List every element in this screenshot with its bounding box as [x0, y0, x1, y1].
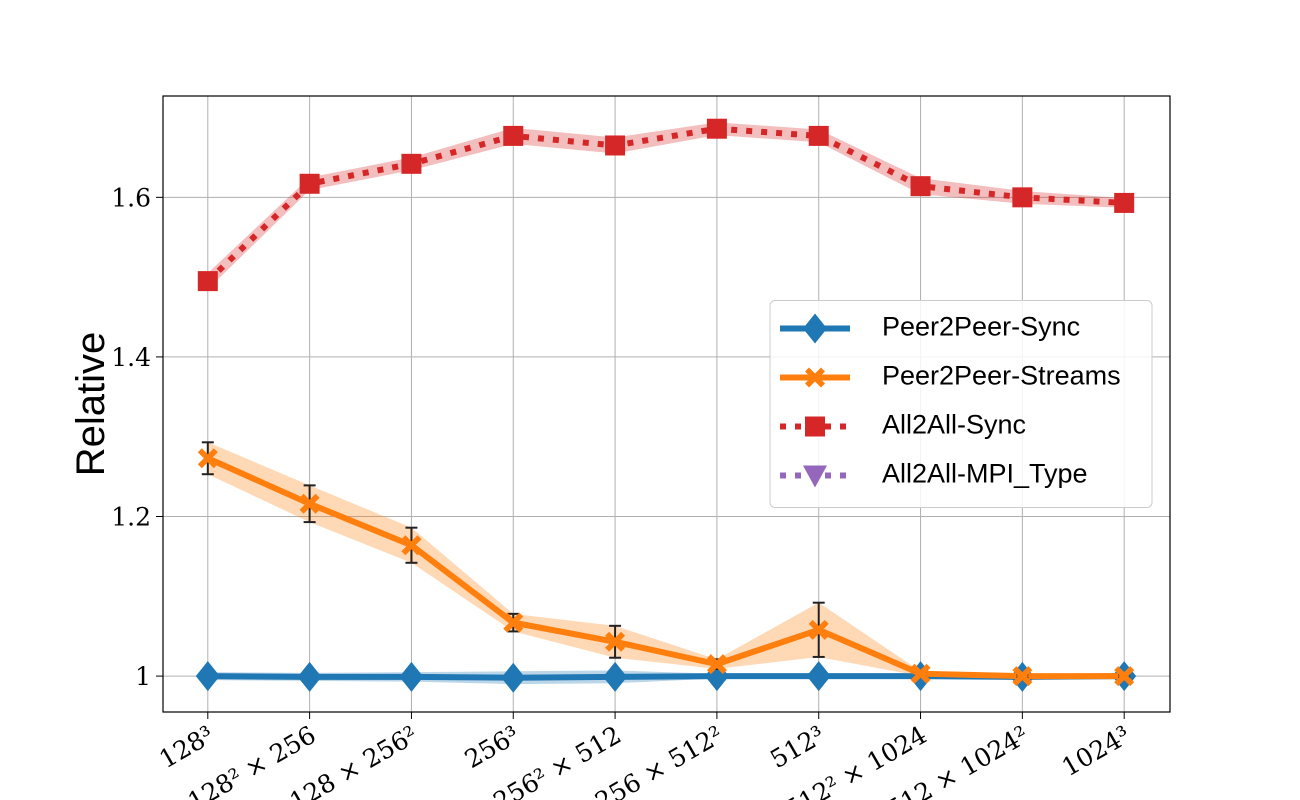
y-tick-label: 1.4 — [111, 343, 151, 372]
series-line — [206, 455, 1125, 680]
legend-label: Peer2Peer-Sync — [882, 312, 1080, 342]
marker — [803, 313, 827, 344]
marker — [603, 661, 628, 692]
marker — [1012, 187, 1033, 208]
marker — [805, 416, 825, 437]
x-tick-label: 256³ — [460, 720, 525, 774]
x-tick-label: 1024³ — [1057, 720, 1135, 782]
marker — [1114, 666, 1135, 687]
y-tick-label: 1.6 — [111, 183, 151, 212]
legend: Peer2Peer-Sync Peer2Peer-Streams All2All-S… — [769, 300, 1153, 508]
marker — [808, 125, 829, 146]
marker — [195, 661, 220, 692]
plot-frame — [162, 95, 1171, 713]
marker — [910, 176, 931, 197]
series-line — [205, 125, 1125, 284]
marker — [1012, 666, 1033, 687]
marker — [501, 662, 526, 693]
marker — [401, 153, 422, 174]
marker — [399, 661, 424, 692]
legend-label: All2All-Sync — [882, 410, 1026, 440]
marker — [503, 125, 524, 146]
y-axis-label: Relative — [69, 332, 113, 477]
y-tick-label: 1 — [135, 662, 151, 691]
marker — [706, 118, 727, 139]
marker — [806, 661, 831, 692]
marker — [197, 271, 218, 292]
marker — [299, 173, 320, 194]
marker — [1114, 192, 1135, 213]
marker — [401, 535, 422, 556]
x-tick-label: 128³ — [154, 720, 219, 774]
marker — [605, 135, 626, 156]
legend-box — [769, 300, 1153, 508]
marker — [910, 663, 931, 684]
marker — [605, 631, 626, 652]
marker — [197, 448, 218, 469]
x-tick-label: 512³ — [765, 720, 830, 774]
confidence-band — [207, 122, 1125, 290]
marker — [503, 612, 524, 633]
marker — [803, 465, 827, 488]
marker — [297, 661, 322, 692]
marker — [299, 493, 320, 514]
marker — [805, 367, 825, 388]
y-tick-label: 1.2 — [111, 503, 151, 532]
legend-label: All2All-MPI_Type — [882, 459, 1088, 489]
legend-label: Peer2Peer-Streams — [882, 361, 1121, 391]
marker — [808, 619, 829, 640]
marker — [706, 654, 727, 675]
